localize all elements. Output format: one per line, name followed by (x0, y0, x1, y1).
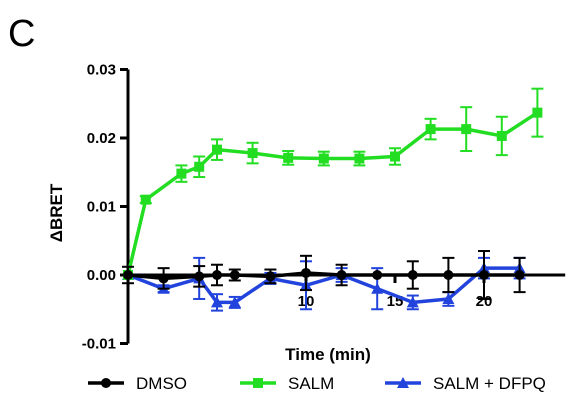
legend-marker (253, 378, 263, 388)
y-tick-label: -0.01 (82, 336, 116, 353)
data-point (514, 270, 525, 280)
panel-label: C (8, 13, 35, 55)
data-point (461, 124, 472, 135)
legend-item: DMSO (88, 374, 187, 393)
data-point (228, 296, 241, 308)
data-point (532, 107, 543, 118)
data-point (247, 148, 258, 159)
data-point (372, 270, 383, 280)
data-point (194, 161, 205, 172)
data-point (176, 168, 187, 179)
data-point (318, 153, 329, 164)
legend: DMSO SALM SALM + DFPQ (88, 374, 546, 393)
data-point (425, 124, 436, 135)
data-point (407, 270, 418, 280)
y-tick-label: 0.00 (87, 267, 116, 284)
y-tick-label: 0.02 (87, 130, 116, 147)
data-point (211, 296, 223, 308)
y-tick-label: 0.01 (87, 199, 116, 216)
data-point (443, 270, 454, 280)
data-point (212, 270, 222, 280)
x-tick-label: 20 (476, 293, 493, 310)
data-point (140, 194, 151, 205)
data-point (123, 270, 133, 280)
x-axis-title: Time (min) (285, 345, 371, 364)
legend-label: DMSO (136, 374, 187, 393)
series-salm-dfpq (122, 256, 526, 312)
data-point (371, 282, 384, 294)
series-line (126, 111, 539, 276)
data-point (406, 296, 419, 308)
data-point (283, 152, 294, 163)
data-point (158, 273, 169, 284)
data-point (265, 271, 276, 282)
legend-label: SALM (288, 374, 334, 393)
legend-marker (397, 377, 409, 388)
data-point (390, 151, 400, 162)
data-point (301, 267, 311, 278)
y-axis-title: ΔBRET (47, 183, 66, 242)
legend-item: SALM + DFPQ (385, 374, 546, 393)
legend-marker (101, 378, 111, 388)
data-point (194, 271, 205, 282)
series-dmso (122, 250, 526, 300)
data-point (212, 144, 222, 155)
data-point (229, 270, 240, 280)
data-point (496, 130, 507, 141)
y-tick-label: 0.03 (87, 62, 116, 79)
data-point (479, 270, 489, 280)
legend-item: SALM (240, 374, 334, 393)
series-salm (123, 87, 544, 280)
data-point (336, 270, 347, 280)
data-point (354, 153, 365, 164)
data-point (442, 292, 455, 304)
legend-label: SALM + DFPQ (433, 374, 546, 393)
series-layer (122, 87, 544, 312)
